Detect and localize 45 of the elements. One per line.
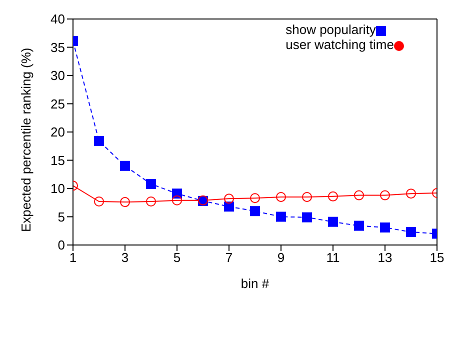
point <box>302 212 312 222</box>
point <box>354 190 364 200</box>
x-tick-label: 1 <box>69 250 77 266</box>
point <box>276 192 286 202</box>
x-axis-title: bin # <box>240 276 270 291</box>
y-tick-label: 35 <box>50 40 65 55</box>
point <box>354 220 364 231</box>
point <box>328 216 338 227</box>
point <box>94 136 104 146</box>
y-tick-label: 5 <box>58 209 65 224</box>
point <box>276 212 286 222</box>
point <box>380 222 390 232</box>
y-tick-label: 0 <box>58 238 65 253</box>
x-tick-label: 3 <box>121 250 129 266</box>
point <box>406 227 416 238</box>
y-tick-label: 10 <box>50 181 65 196</box>
point <box>302 192 312 202</box>
point <box>172 188 182 199</box>
legend-label: user watching time <box>286 37 394 52</box>
legend-label: show popularity <box>286 22 376 37</box>
y-tick-label: 40 <box>50 12 65 27</box>
y-tick-label: 30 <box>50 68 65 84</box>
point <box>224 194 234 204</box>
point <box>120 160 130 171</box>
point <box>146 178 156 189</box>
point <box>120 197 130 208</box>
point <box>224 202 234 212</box>
x-tick-label: 7 <box>225 250 233 266</box>
x-tick-label: 9 <box>277 250 285 266</box>
x-tick-label: 11 <box>326 250 340 266</box>
point <box>250 206 260 216</box>
point <box>380 190 390 200</box>
x-tick-label: 5 <box>173 250 181 266</box>
point <box>406 188 416 199</box>
y-tick-label: 20 <box>50 124 65 140</box>
point <box>94 196 104 206</box>
point <box>328 191 338 202</box>
point <box>172 195 182 206</box>
y-tick-label: 25 <box>50 96 65 112</box>
y-axis-title: Expected percentile ranking (%) <box>18 48 34 232</box>
point <box>250 193 260 204</box>
x-tick-label: 15 <box>430 250 444 266</box>
x-tick-label: 13 <box>378 250 392 266</box>
y-tick-label: 15 <box>50 152 65 168</box>
point <box>146 196 156 206</box>
